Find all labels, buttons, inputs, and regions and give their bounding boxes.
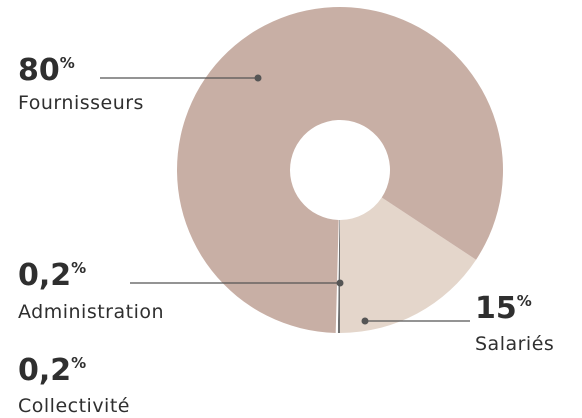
donut-slice — [337, 219, 340, 333]
leader-dot — [254, 74, 262, 82]
value-text: 0,2 — [18, 258, 71, 293]
unit: % — [71, 354, 86, 372]
category-label: Administration — [18, 301, 164, 323]
value-label: 80% — [18, 53, 75, 88]
leader-dot — [336, 279, 344, 287]
unit: % — [60, 54, 75, 72]
category-label: Fournisseurs — [18, 92, 144, 114]
value-text: 15 — [475, 291, 517, 326]
category-label: Collectivité — [18, 395, 130, 417]
value-label: 0,2% — [18, 353, 86, 388]
unit: % — [71, 259, 86, 277]
donut-slice — [339, 197, 477, 333]
donut-slice — [177, 6, 504, 333]
donut-slice — [335, 219, 340, 333]
value-text: 80 — [18, 53, 60, 88]
category-label: Salariés — [475, 333, 554, 355]
value-label: 15% — [475, 291, 532, 326]
value-text: 0,2 — [18, 353, 71, 388]
unit: % — [517, 292, 532, 310]
value-label: 0,2% — [18, 258, 86, 293]
leader-dot — [361, 317, 369, 325]
